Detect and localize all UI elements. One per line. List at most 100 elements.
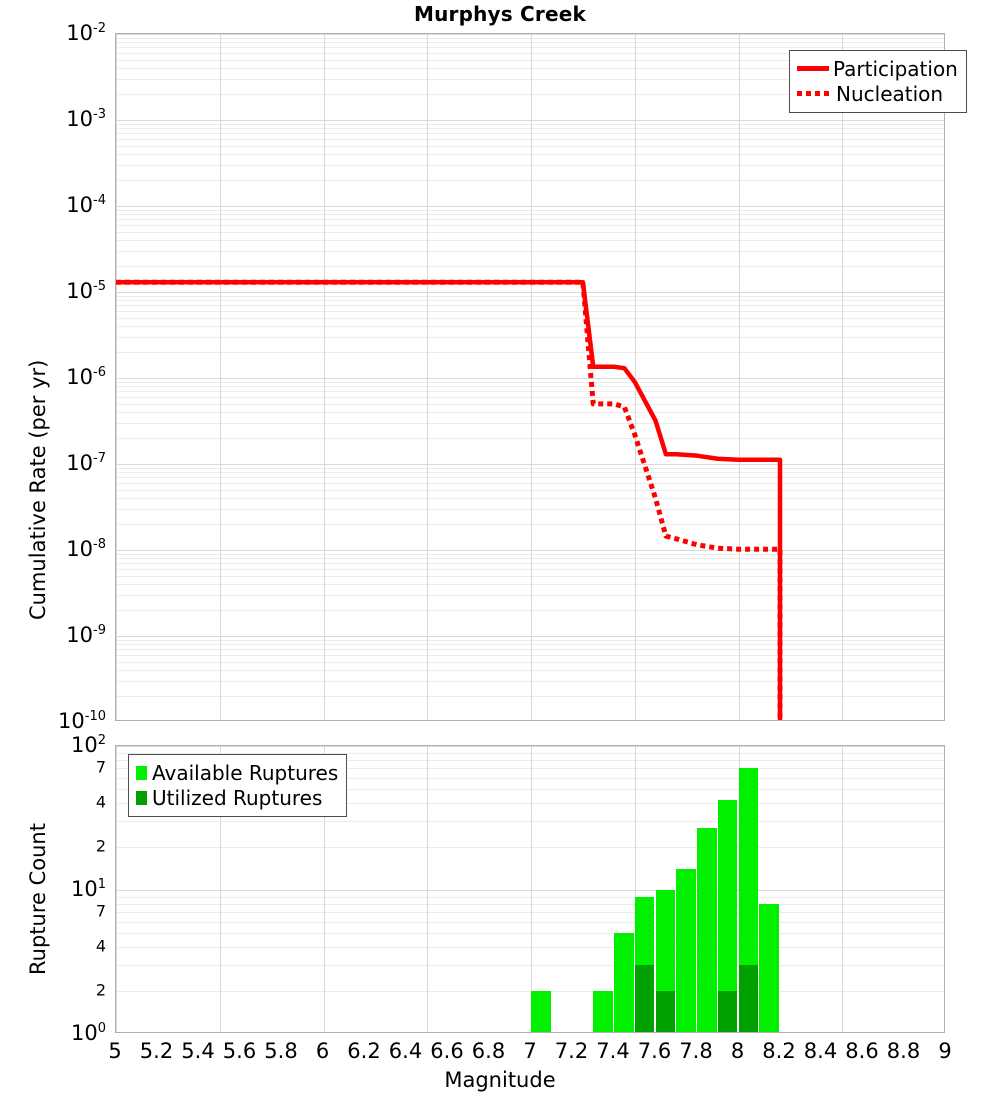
gridline-horizontal-minor	[116, 250, 944, 252]
legend-item-available-ruptures: Available Ruptures	[136, 760, 338, 785]
gridline-vertical-major	[634, 746, 636, 1032]
bar-available-ruptures	[531, 990, 551, 1032]
gridline-horizontal-major	[116, 206, 944, 207]
gridline-horizontal-minor	[116, 438, 944, 440]
gridline-horizontal-minor	[116, 584, 944, 586]
y-tick-label-minor: 4	[95, 936, 106, 956]
legend-item-nucleation: Nucleation	[797, 81, 958, 106]
cumulative-rate-series	[116, 279, 783, 720]
gridline-vertical-major	[842, 746, 844, 1032]
gridline-horizontal-minor	[116, 266, 944, 268]
gridline-horizontal-minor	[116, 777, 944, 779]
gridline-horizontal-major	[116, 120, 944, 121]
legend-item-utilized-ruptures: Utilized Ruptures	[136, 785, 338, 810]
legend-label-nucleation: Nucleation	[836, 81, 944, 106]
y-tick-label-minor: 7	[95, 901, 106, 921]
gridline-horizontal-minor	[116, 209, 944, 211]
x-tick-label: 7.2	[554, 1039, 589, 1063]
gridline-horizontal-minor	[116, 610, 944, 612]
gridline-horizontal-major	[116, 464, 944, 465]
y-tick-label: 10-4	[66, 193, 106, 217]
gridline-horizontal-minor	[116, 524, 944, 526]
gridline-horizontal-minor	[116, 569, 944, 571]
gridline-horizontal-minor	[116, 558, 944, 560]
gridline-horizontal-minor	[116, 768, 944, 770]
gridline-horizontal-minor	[116, 240, 944, 242]
x-tick-label: 8.6	[845, 1039, 879, 1063]
gridline-horizontal-minor	[116, 42, 944, 44]
gridline-horizontal-major	[116, 746, 944, 747]
gridline-vertical-major	[738, 34, 740, 720]
gridline-horizontal-minor	[116, 498, 944, 500]
x-tick-label: 7.6	[637, 1039, 672, 1063]
gridline-horizontal-minor	[116, 696, 944, 698]
gridline-horizontal-minor	[116, 326, 944, 328]
gridline-horizontal-minor	[116, 47, 944, 49]
gridline-horizontal-minor	[116, 68, 944, 70]
gridline-horizontal-minor	[116, 214, 944, 216]
gridline-horizontal-minor	[116, 133, 944, 135]
gridline-horizontal-minor	[116, 921, 944, 923]
series-line-participation	[116, 279, 783, 720]
gridline-vertical-major	[116, 34, 117, 720]
gridline-vertical-major	[323, 34, 325, 720]
x-tick-label: 8.4	[803, 1039, 838, 1063]
y-tick-label-minor: 4	[95, 792, 106, 812]
bar-available-ruptures	[614, 933, 634, 1032]
x-tick-label: 5.2	[139, 1039, 174, 1063]
bar-available-ruptures	[759, 903, 779, 1032]
y-tick-label: 10-7	[66, 451, 106, 475]
gridline-horizontal-minor	[116, 661, 944, 663]
gridline-horizontal-minor	[116, 231, 944, 233]
gridline-horizontal-minor	[116, 472, 944, 474]
gridline-horizontal-minor	[116, 352, 944, 354]
gridline-horizontal-minor	[116, 947, 944, 949]
gridline-vertical-major	[531, 34, 532, 720]
gridline-horizontal-minor	[116, 53, 944, 55]
gridline-horizontal-minor	[116, 912, 944, 914]
gridline-horizontal-minor	[116, 311, 944, 313]
bar-utilized-ruptures	[655, 990, 676, 1032]
x-tick-label: 8	[730, 1039, 745, 1063]
gridline-horizontal-minor	[116, 670, 944, 672]
gridline-vertical-major	[116, 746, 117, 1032]
gridline-horizontal-minor	[116, 789, 944, 791]
cumulative-rate-plot-area	[116, 34, 944, 720]
rupture-count-plot-area	[116, 746, 944, 1032]
bar-available-ruptures	[593, 990, 613, 1032]
gridline-horizontal-minor	[116, 391, 944, 393]
x-tick-label: 5.6	[222, 1039, 257, 1063]
gridline-horizontal-minor	[116, 225, 944, 227]
gridline-horizontal-minor	[116, 128, 944, 130]
gridline-vertical-major	[427, 34, 429, 720]
bar-available-ruptures	[697, 827, 717, 1032]
y-tick-label: 10-10	[58, 709, 106, 733]
dotted-line-icon	[797, 91, 829, 96]
x-tick-label: 5	[108, 1039, 122, 1063]
utilized-ruptures-color-icon	[136, 790, 147, 805]
cumulative-rate-panel	[115, 33, 945, 721]
y-tick-label-minor: 7	[95, 757, 106, 777]
x-tick-label: 9	[938, 1039, 952, 1063]
gridline-horizontal-minor	[116, 575, 944, 577]
gridline-horizontal-minor	[116, 386, 944, 388]
gridline-horizontal-major	[116, 890, 944, 891]
x-tick-label: 5.4	[181, 1039, 215, 1063]
series-line-nucleation	[116, 279, 783, 720]
x-tick-label: 7	[523, 1039, 537, 1063]
gridline-horizontal-major	[116, 550, 944, 551]
cumulative-rate-y-axis-label: Cumulative Rate (per yr)	[26, 359, 50, 620]
gridline-horizontal-minor	[116, 164, 944, 166]
gridline-horizontal-minor	[116, 483, 944, 485]
y-tick-label: 102	[70, 733, 106, 757]
gridline-vertical-major	[219, 34, 221, 720]
gridline-horizontal-minor	[116, 59, 944, 61]
gridline-vertical-major	[531, 746, 532, 1032]
gridline-horizontal-minor	[116, 821, 944, 823]
gridline-horizontal-minor	[116, 846, 944, 848]
gridline-horizontal-minor	[116, 219, 944, 221]
gridline-horizontal-minor	[116, 639, 944, 641]
gridline-horizontal-minor	[116, 990, 944, 992]
magnitude-x-axis-label: Magnitude	[444, 1068, 556, 1092]
bar-utilized-ruptures	[717, 990, 738, 1032]
